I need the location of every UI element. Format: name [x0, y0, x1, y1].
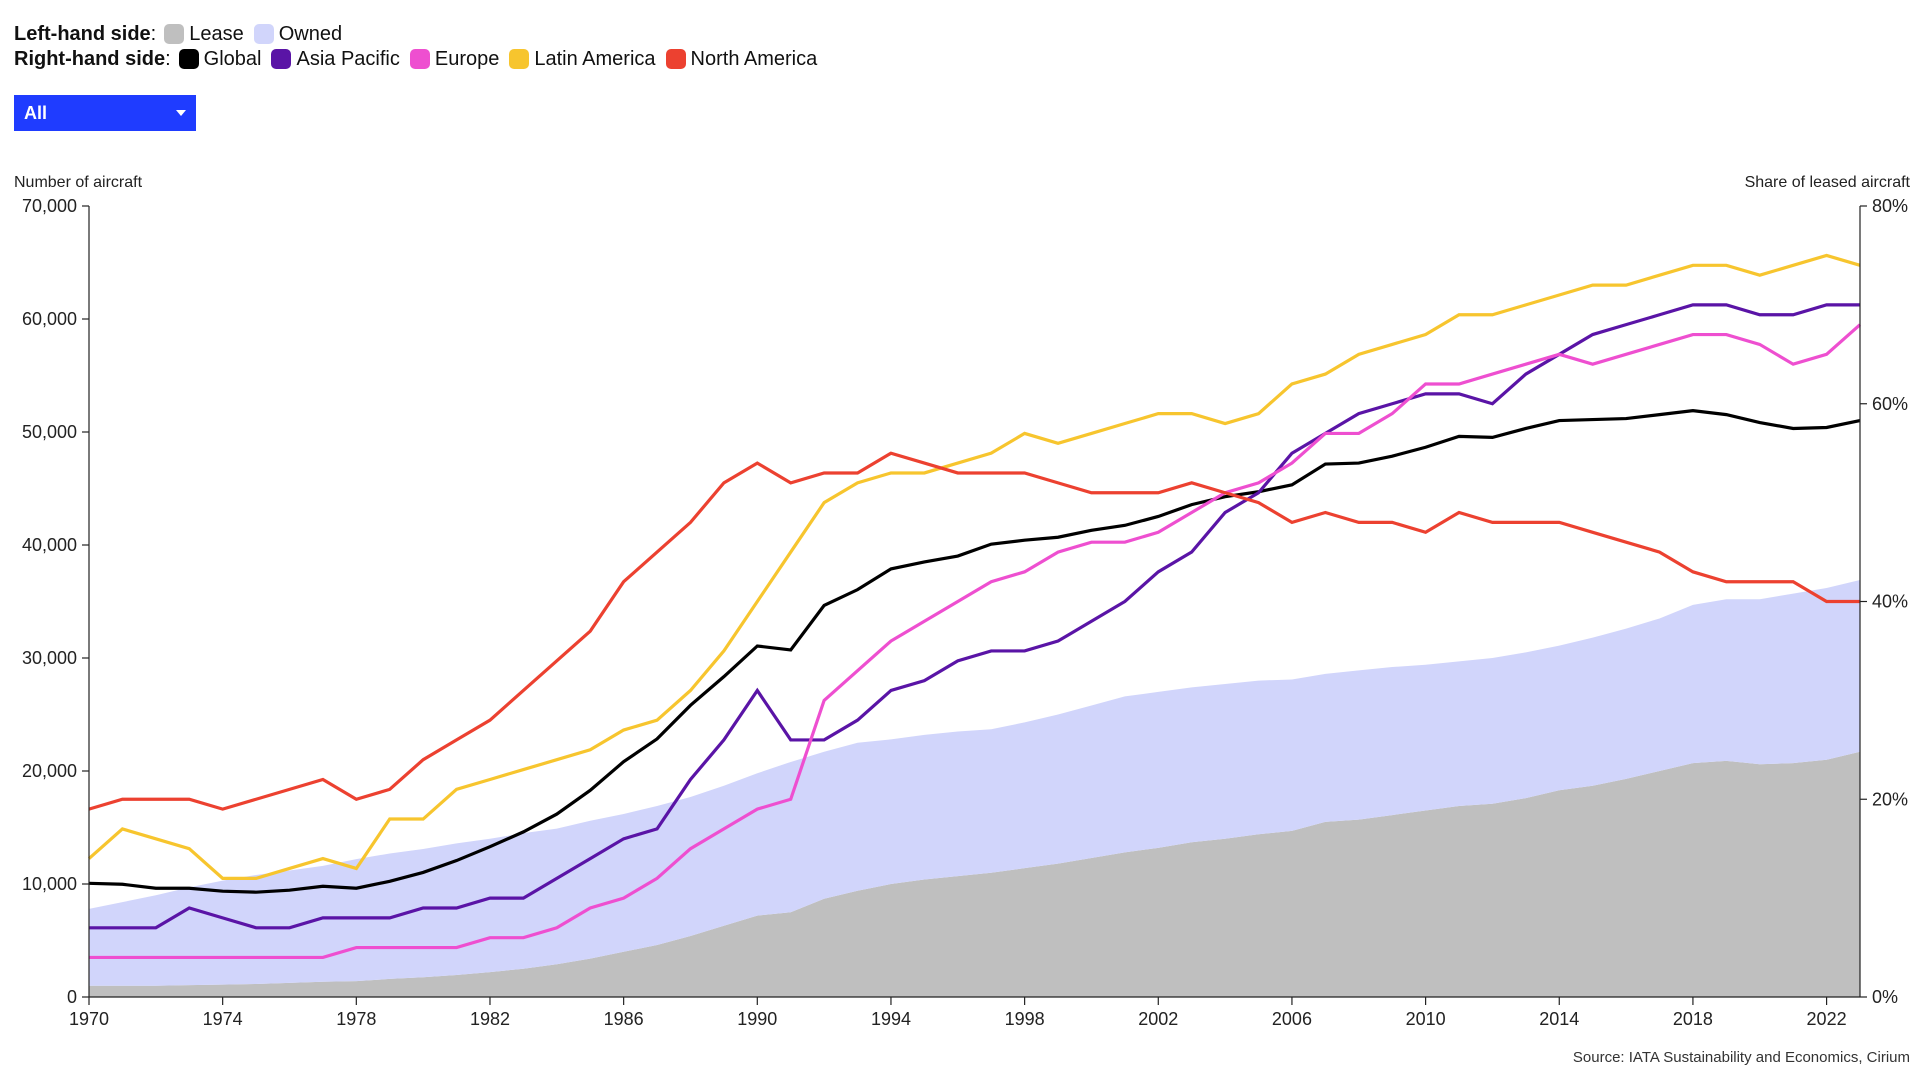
x-tick-label: 1982	[470, 1009, 510, 1029]
north-america-swatch	[665, 49, 686, 69]
legend-item-europe[interactable]: Europe	[409, 47, 500, 71]
y-right-tick-label: 0%	[1872, 987, 1898, 1007]
x-tick-label: 1970	[69, 1009, 109, 1029]
legend-item-asia-pacific[interactable]: Asia Pacific	[271, 47, 400, 71]
area-owned	[89, 580, 1860, 986]
owned-swatch	[253, 24, 274, 44]
legend-label: Lease	[189, 23, 244, 45]
y-right-tick-label: 80%	[1872, 196, 1908, 216]
x-tick-label: 1986	[604, 1009, 644, 1029]
legend-label: Owned	[278, 23, 343, 45]
y-left-tick-label: 60,000	[22, 309, 77, 329]
global-swatch	[178, 49, 199, 69]
region-dropdown[interactable]: All	[14, 95, 196, 131]
source-note: Source: IATA Sustainability and Economic…	[1573, 1049, 1910, 1066]
legend-label: Asia Pacific	[296, 48, 400, 70]
x-tick-label: 2014	[1539, 1009, 1579, 1029]
y-right-tick-label: 20%	[1872, 789, 1908, 809]
x-tick-label: 2022	[1807, 1009, 1847, 1029]
x-tick-label: 1974	[203, 1009, 243, 1029]
lease-swatch	[164, 24, 185, 44]
legend-label: North America	[690, 48, 818, 70]
y-left-tick-label: 20,000	[22, 761, 77, 781]
axes-layer: 0 10,000 20,000 30,000 40,000 50,000 60,000 70,…	[22, 196, 1908, 1029]
x-tick-label: 2006	[1272, 1009, 1312, 1029]
legend-right: Right-hand side: Global Asia Pacific Eur…	[14, 47, 827, 71]
y-left-tick-label: 40,000	[22, 535, 77, 555]
y-right-axis-title: Share of leased aircraft	[1745, 174, 1911, 191]
x-tick-label: 2002	[1138, 1009, 1178, 1029]
legend-label: Europe	[434, 48, 500, 70]
y-left-tick-label: 30,000	[22, 648, 77, 668]
europe-swatch	[409, 49, 430, 69]
y-left-tick-label: 10,000	[22, 874, 77, 894]
x-tick-label: 1998	[1005, 1009, 1045, 1029]
legend-right-title: Right-hand side:	[14, 48, 171, 70]
y-left-axis-title: Number of aircraft	[14, 174, 143, 191]
x-tick-label: 1978	[336, 1009, 376, 1029]
latin-america-swatch	[509, 49, 530, 69]
line-asia-pacific	[89, 303, 1860, 930]
line-north-america	[88, 451, 1860, 811]
legend-item-north-america[interactable]: North America	[665, 47, 818, 71]
line-layer	[87, 253, 1862, 960]
y-left-tick-label: 70,000	[22, 196, 77, 216]
line-europe	[89, 323, 1862, 960]
legend-label: Global	[203, 48, 262, 70]
x-tick-label: 2018	[1673, 1009, 1713, 1029]
y-right-tick-label: 40%	[1872, 592, 1908, 612]
line-global	[88, 409, 1861, 894]
y-right-tick-label: 60%	[1872, 394, 1908, 414]
asia-pacific-swatch	[271, 49, 292, 69]
legend-label: Latin America	[534, 48, 656, 70]
x-tick-label: 1994	[871, 1009, 911, 1029]
legend-left-title: Left-hand side:	[14, 23, 157, 45]
x-tick-label: 2010	[1406, 1009, 1446, 1029]
y-left-tick-label: 50,000	[22, 422, 77, 442]
legend-item-latin-america[interactable]: Latin America	[509, 47, 656, 71]
area-layer	[89, 580, 1860, 997]
chevron-down-icon	[176, 110, 186, 116]
x-tick-label: 1990	[737, 1009, 777, 1029]
legend-item-lease[interactable]: Lease	[164, 22, 244, 46]
line-latin-america	[87, 253, 1861, 880]
dropdown-selected-value: All	[24, 102, 48, 123]
legend-item-global[interactable]: Global	[178, 47, 262, 71]
legend-left: Left-hand side: Lease Owned	[14, 22, 352, 46]
y-left-tick-label: 0	[67, 987, 77, 1007]
legend-item-owned[interactable]: Owned	[253, 22, 343, 46]
